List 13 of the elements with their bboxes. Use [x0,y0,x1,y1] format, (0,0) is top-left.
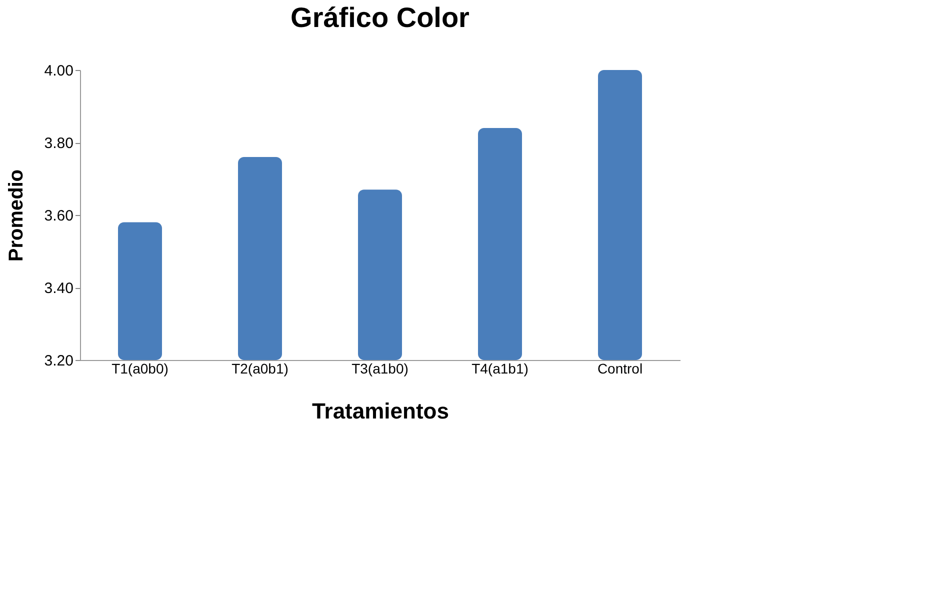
y-tick-label: 3.80 [44,135,74,152]
y-tick-label: 3.60 [44,208,74,224]
x-tick-label: T4(a1b1) [472,360,528,376]
y-tick-label: 4.00 [44,62,74,80]
y-tick-label: 3.20 [44,352,74,370]
y-axis-title: Promedio [5,169,28,262]
x-tick-label: T1(a0b0) [112,360,168,376]
x-tick-label: T2(a0b1) [232,360,288,376]
x-axis-title: Tratamientos [312,398,449,424]
x-tick-label: Control [597,360,643,376]
x-tick-label: T3(a1b0) [352,360,408,376]
y-tick-label: 3.40 [44,280,74,297]
chart-title: Gráfico Color [290,2,470,33]
